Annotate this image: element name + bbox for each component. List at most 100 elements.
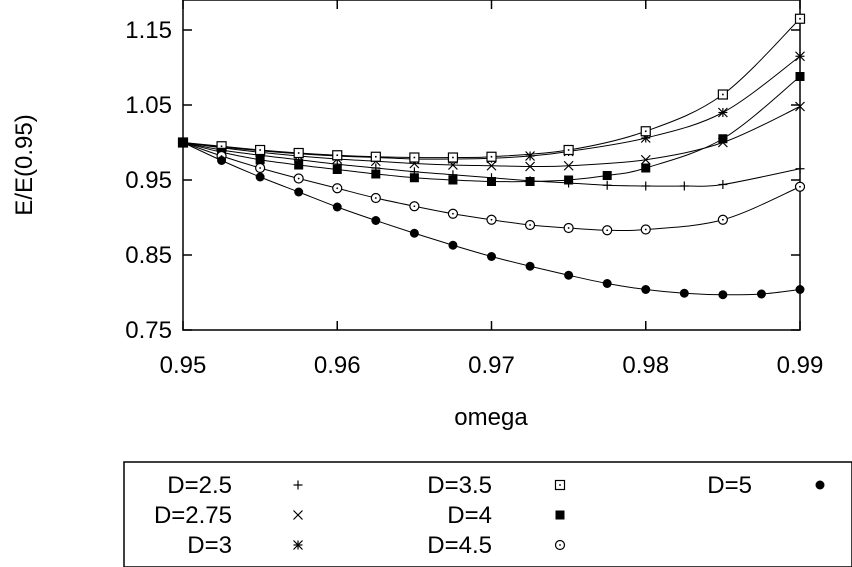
series-7-point <box>679 288 689 298</box>
y-tick-label: 0.75 <box>125 317 172 344</box>
legend-label: D=5 <box>707 472 752 499</box>
y-tick-label: 1.15 <box>125 17 172 44</box>
series-4-point <box>293 147 304 159</box>
series-6-point <box>447 208 459 219</box>
series-curve-4 <box>182 18 801 159</box>
legend-box <box>123 461 852 567</box>
series-5-point <box>564 175 574 185</box>
series-7-point <box>641 285 651 294</box>
x-tick-label: 0.97 <box>468 352 515 379</box>
markers-layer <box>177 13 806 300</box>
y-tick-label: 0.95 <box>125 167 172 194</box>
legend-marker <box>293 480 303 490</box>
series-4-point <box>717 89 728 100</box>
series-7-point <box>294 187 304 197</box>
series-5-point <box>602 171 612 180</box>
series-5-point <box>409 173 419 183</box>
legend: D=2.5 D=2.75 D=3 D=3.5 D=4 D=4.5 D=5 <box>154 472 825 559</box>
series-5-point <box>448 175 458 185</box>
series-2-point <box>640 154 651 165</box>
series-7-point <box>371 216 381 225</box>
series-1-point <box>718 180 728 189</box>
series-7-point <box>178 138 188 147</box>
series-5-point <box>294 160 304 170</box>
x-tick-label: 0.98 <box>622 352 669 379</box>
legend-label: D=4.5 <box>427 532 492 559</box>
series-curve-3 <box>182 55 801 160</box>
legend-marker <box>293 510 303 520</box>
series-5-point <box>525 177 535 186</box>
legend-marker <box>815 480 825 490</box>
y-axis-title: E/E(0.95) <box>11 114 38 215</box>
series-7-point <box>409 228 419 238</box>
series-6-point <box>293 173 304 184</box>
series-2-point <box>486 160 497 171</box>
series-1-point <box>602 180 612 190</box>
series-2-point <box>795 101 805 112</box>
series-6-point <box>486 214 497 225</box>
series-4-point <box>332 150 343 161</box>
series-4-point <box>794 13 806 24</box>
series-1-point <box>679 181 689 191</box>
series-2-point <box>525 161 535 172</box>
series-6-point <box>602 225 613 236</box>
series-7-point <box>602 279 612 288</box>
series-7-point <box>795 285 805 294</box>
y-tick-label: 0.85 <box>125 242 172 269</box>
series-2-point <box>563 160 574 171</box>
series-5-point <box>795 72 805 81</box>
series-7-point <box>525 261 535 271</box>
series-3-point <box>795 51 805 62</box>
legend-marker <box>555 510 565 520</box>
series-5-point <box>487 177 496 186</box>
series-1-point <box>795 164 805 174</box>
series-5-point <box>255 155 265 165</box>
series-1-point <box>641 181 651 191</box>
series-7-point <box>332 202 342 212</box>
x-tick-label: 0.96 <box>314 352 361 379</box>
x-tick-label: 0.99 <box>777 352 824 379</box>
series-4-point <box>563 144 574 156</box>
series-4-point <box>255 144 266 156</box>
x-axis-title: omega <box>454 404 528 431</box>
series-6-point <box>255 162 266 174</box>
series-5-point <box>371 169 381 179</box>
x-tick-label: 0.95 <box>160 352 207 379</box>
legend-label: D=3.5 <box>427 472 492 499</box>
series-7-point <box>448 240 458 250</box>
series-curve-1 <box>182 142 801 187</box>
series-7-point <box>756 289 766 299</box>
series-6-point <box>370 192 381 204</box>
legend-label: D=3 <box>187 532 232 559</box>
series-6-point <box>717 214 728 225</box>
series-7-point <box>564 270 574 280</box>
legend-marker <box>554 539 566 551</box>
series-5-point <box>641 163 651 173</box>
series-3-point <box>717 107 728 118</box>
series-4-point <box>640 126 651 137</box>
legend-label: D=2.75 <box>154 502 232 529</box>
series-7-point <box>255 172 265 182</box>
series-4-point <box>447 152 459 163</box>
legend-marker <box>293 540 303 550</box>
legend-marker <box>554 479 566 491</box>
series-4-point <box>370 151 381 162</box>
legend-label: D=2.5 <box>167 472 232 499</box>
series-6-point <box>409 201 420 212</box>
series-3-point <box>525 151 535 161</box>
series-7-point <box>487 252 496 261</box>
series-6-point <box>640 224 651 235</box>
series-5-point <box>332 165 342 174</box>
series-4-point <box>409 152 420 163</box>
series-6-point <box>563 222 574 234</box>
series-6-point <box>332 183 343 194</box>
series-6-point <box>524 219 536 231</box>
series-5-point <box>718 134 728 144</box>
y-tick-label: 1.05 <box>125 92 172 119</box>
series-7-point <box>217 156 227 165</box>
legend-label: D=4 <box>447 502 492 529</box>
series-4-point <box>486 151 497 162</box>
series-7-point <box>718 290 728 300</box>
axes-layer: 0.95 0.96 0.97 0.98 0.99 0.75 0.85 0.95 1.05 1.15 <box>125 0 823 379</box>
